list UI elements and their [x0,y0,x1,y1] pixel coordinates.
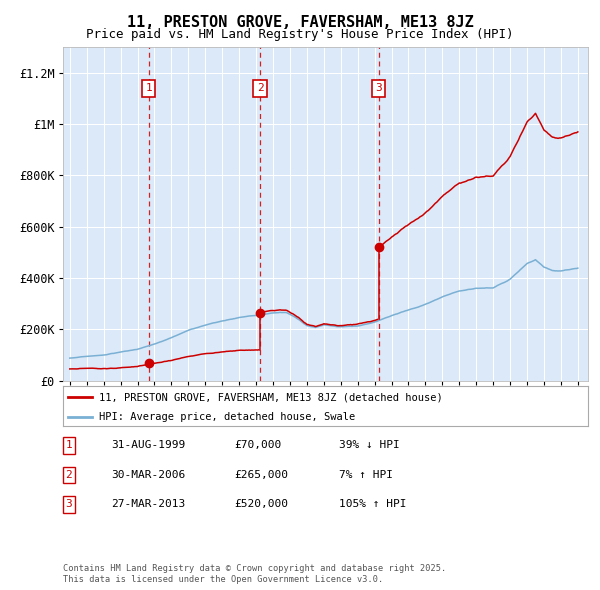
Text: £520,000: £520,000 [234,500,288,509]
Text: Price paid vs. HM Land Registry's House Price Index (HPI): Price paid vs. HM Land Registry's House … [86,28,514,41]
Text: 1: 1 [65,441,73,450]
Text: 39% ↓ HPI: 39% ↓ HPI [339,441,400,450]
Text: Contains HM Land Registry data © Crown copyright and database right 2025.: Contains HM Land Registry data © Crown c… [63,565,446,573]
Text: 3: 3 [376,83,382,93]
Text: 11, PRESTON GROVE, FAVERSHAM, ME13 8JZ (detached house): 11, PRESTON GROVE, FAVERSHAM, ME13 8JZ (… [98,392,442,402]
Text: 3: 3 [65,500,73,509]
Text: 31-AUG-1999: 31-AUG-1999 [111,441,185,450]
Text: 11, PRESTON GROVE, FAVERSHAM, ME13 8JZ: 11, PRESTON GROVE, FAVERSHAM, ME13 8JZ [127,15,473,30]
Text: 7% ↑ HPI: 7% ↑ HPI [339,470,393,480]
Text: £265,000: £265,000 [234,470,288,480]
Text: 2: 2 [65,470,73,480]
Text: 105% ↑ HPI: 105% ↑ HPI [339,500,407,509]
Text: £70,000: £70,000 [234,441,281,450]
Text: HPI: Average price, detached house, Swale: HPI: Average price, detached house, Swal… [98,412,355,422]
Text: 27-MAR-2013: 27-MAR-2013 [111,500,185,509]
Text: 2: 2 [257,83,263,93]
Text: This data is licensed under the Open Government Licence v3.0.: This data is licensed under the Open Gov… [63,575,383,584]
Text: 1: 1 [145,83,152,93]
Text: 30-MAR-2006: 30-MAR-2006 [111,470,185,480]
